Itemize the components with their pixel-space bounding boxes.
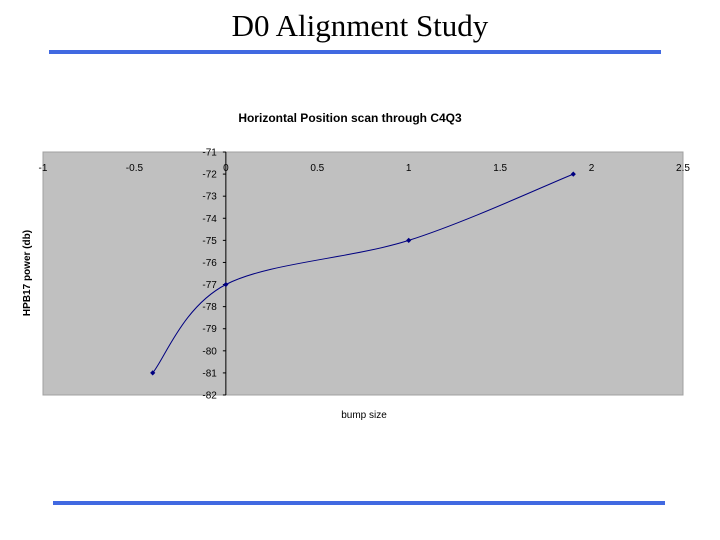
x-axis-label: bump size: [341, 410, 387, 421]
x-tick-label: 0.5: [310, 163, 324, 174]
footer-divider: [53, 501, 665, 505]
x-tick-label: 2.5: [676, 163, 690, 174]
data-point: [570, 171, 576, 177]
x-tick-label: 0: [223, 163, 229, 174]
data-point: [150, 370, 156, 376]
x-tick-label: -1: [39, 163, 48, 174]
x-tick-label: -0.5: [126, 163, 144, 174]
y-tick-label: -82: [202, 391, 217, 402]
y-axis-label: HPB17 power (db): [22, 230, 33, 316]
y-tick-label: -75: [202, 236, 217, 247]
y-tick-label: -78: [202, 302, 217, 313]
x-tick-label: 2: [589, 163, 595, 174]
y-tick-label: -71: [202, 148, 217, 159]
x-tick-label: 1.5: [493, 163, 507, 174]
y-tick-label: -73: [202, 192, 217, 203]
data-point: [223, 281, 229, 288]
chart-title: Horizontal Position scan through C4Q3: [238, 111, 462, 125]
y-tick-label: -77: [202, 280, 217, 291]
plot-area: [42, 151, 684, 396]
series-line: [152, 173, 574, 374]
title-divider: [49, 50, 661, 54]
data-point: [406, 237, 412, 243]
y-tick-label: -72: [202, 170, 217, 181]
slide-title: D0 Alignment Study: [231, 8, 489, 43]
x-tick-label: 1: [406, 163, 412, 174]
y-tick-label: -81: [202, 368, 217, 379]
y-tick-label: -80: [202, 346, 217, 357]
y-tick-label: -74: [202, 214, 217, 225]
y-tick-label: -79: [202, 324, 217, 335]
y-tick-label: -76: [202, 258, 217, 269]
